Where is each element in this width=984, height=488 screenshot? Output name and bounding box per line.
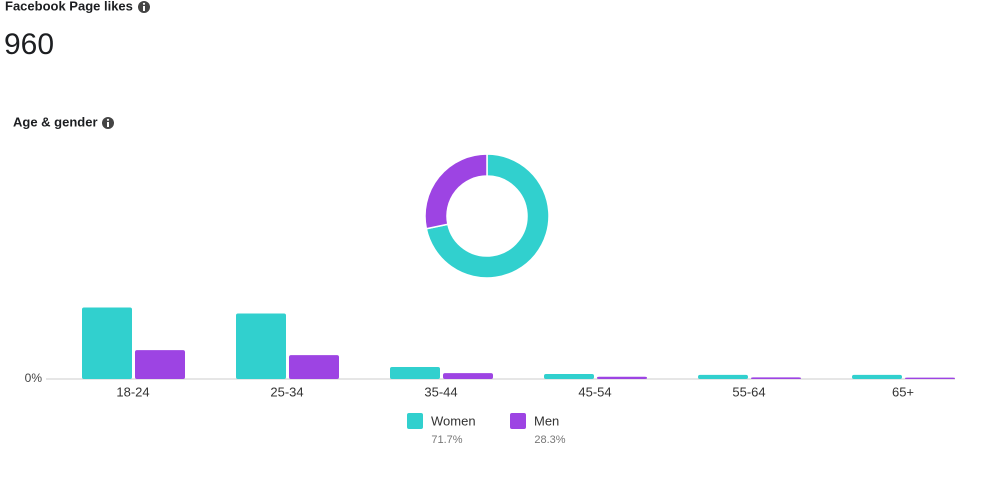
section-title: Age & gender — [13, 114, 98, 129]
info-icon[interactable] — [102, 117, 114, 129]
x-tick-label: 35-44 — [424, 384, 457, 399]
bar — [698, 374, 748, 379]
legend-label: Men — [534, 413, 559, 428]
legend-swatch — [407, 413, 423, 429]
donut-slice — [425, 153, 550, 279]
donut-slice — [424, 153, 488, 230]
legend-percent: 28.3% — [534, 434, 565, 446]
bar — [597, 376, 647, 379]
bar — [82, 307, 132, 379]
x-tick-label: 45-54 — [578, 384, 611, 399]
bar — [135, 350, 185, 379]
legend-swatch — [510, 413, 526, 429]
bar — [544, 374, 594, 379]
page-title: Facebook Page likes — [5, 0, 133, 13]
x-tick-label: 55-64 — [732, 384, 765, 399]
legend-label: Women — [431, 413, 476, 428]
y-tick-label: 0% — [25, 371, 43, 385]
bar — [289, 355, 339, 379]
page-likes-value: 960 — [4, 28, 54, 61]
bar — [443, 373, 493, 379]
bar — [751, 377, 801, 379]
bar — [236, 313, 286, 379]
bar — [390, 367, 440, 379]
info-icon[interactable] — [138, 1, 150, 13]
x-tick-label: 18-24 — [116, 384, 149, 399]
x-tick-label: 25-34 — [270, 384, 303, 399]
legend-percent: 71.7% — [431, 434, 462, 446]
bar — [852, 374, 902, 379]
bar — [905, 377, 955, 379]
x-tick-label: 65+ — [892, 384, 914, 399]
